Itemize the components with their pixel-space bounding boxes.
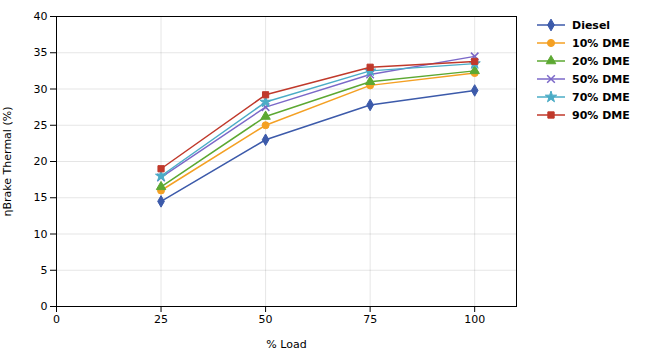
svg-text:15: 15 <box>34 191 48 204</box>
svg-text:0: 0 <box>53 313 60 326</box>
html-text:20% DME: 20% DME <box>572 54 630 68</box>
svg-text:10: 10 <box>34 228 48 241</box>
html-text:50% DME: 50% DME <box>572 72 630 86</box>
svg-text:75: 75 <box>363 313 377 326</box>
svg-text:% Load: % Load <box>266 338 306 351</box>
svg-text:50: 50 <box>259 313 273 326</box>
html-text:10% DME: 10% DME <box>572 36 630 50</box>
svg-text:30: 30 <box>34 83 48 96</box>
html-text:70% DME: 70% DME <box>572 90 630 104</box>
svg-text:25: 25 <box>154 313 168 326</box>
svg-text:25: 25 <box>34 119 48 132</box>
html-text:Diesel: Diesel <box>572 18 611 32</box>
svg-text:20: 20 <box>34 155 48 168</box>
html-text:90% DME: 90% DME <box>572 108 630 122</box>
svg-text:40: 40 <box>34 10 48 23</box>
svg-text:5: 5 <box>41 264 48 277</box>
svg-text:35: 35 <box>34 46 48 59</box>
svg-text:ηBrake Thermal (%): ηBrake Thermal (%) <box>1 107 14 217</box>
svg-text:0: 0 <box>41 300 48 313</box>
svg-text:100: 100 <box>464 313 485 326</box>
